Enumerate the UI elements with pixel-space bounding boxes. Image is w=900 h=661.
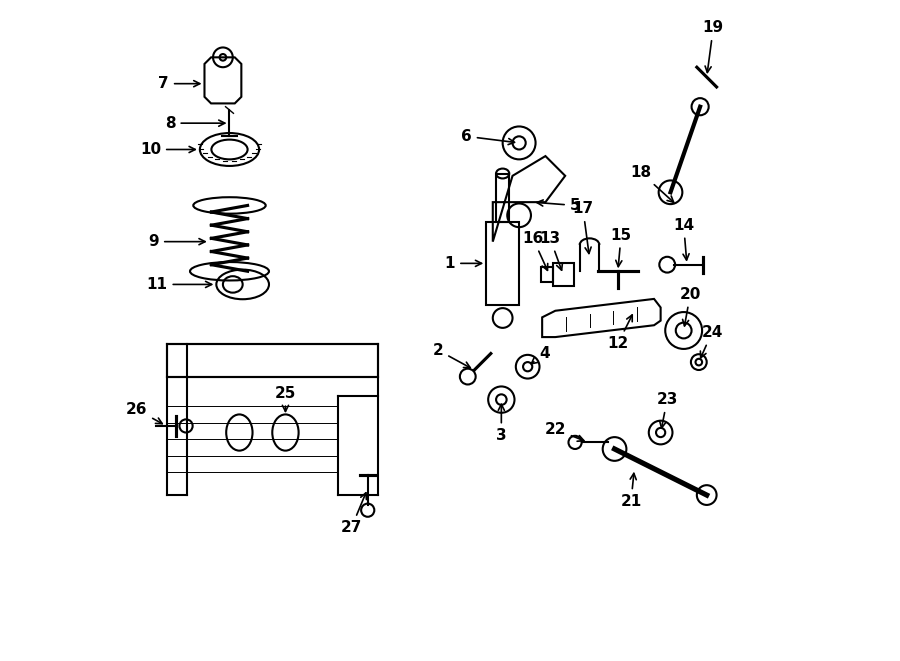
Text: 10: 10 bbox=[140, 142, 195, 157]
Text: 8: 8 bbox=[165, 116, 225, 131]
Text: 22: 22 bbox=[544, 422, 584, 442]
Text: 27: 27 bbox=[340, 492, 366, 535]
Text: 20: 20 bbox=[680, 287, 701, 326]
Text: 21: 21 bbox=[620, 473, 642, 509]
Text: 24: 24 bbox=[700, 325, 723, 358]
Text: 14: 14 bbox=[673, 217, 694, 260]
Text: 11: 11 bbox=[147, 277, 212, 292]
Text: 25: 25 bbox=[274, 385, 296, 411]
Text: 23: 23 bbox=[656, 392, 678, 428]
Text: 6: 6 bbox=[461, 129, 515, 145]
Text: 9: 9 bbox=[148, 234, 205, 249]
Text: 12: 12 bbox=[608, 315, 632, 351]
Text: 18: 18 bbox=[630, 165, 674, 202]
Text: 1: 1 bbox=[445, 256, 482, 271]
Text: 3: 3 bbox=[496, 405, 507, 444]
Text: 2: 2 bbox=[433, 343, 471, 368]
Text: 4: 4 bbox=[531, 346, 549, 364]
Text: 13: 13 bbox=[539, 231, 562, 270]
Text: 19: 19 bbox=[703, 20, 724, 73]
Text: 16: 16 bbox=[522, 231, 548, 270]
Text: 17: 17 bbox=[572, 201, 593, 254]
Text: 7: 7 bbox=[158, 76, 200, 91]
Text: 26: 26 bbox=[126, 402, 162, 424]
Text: 5: 5 bbox=[537, 198, 580, 213]
Text: 15: 15 bbox=[610, 227, 632, 266]
